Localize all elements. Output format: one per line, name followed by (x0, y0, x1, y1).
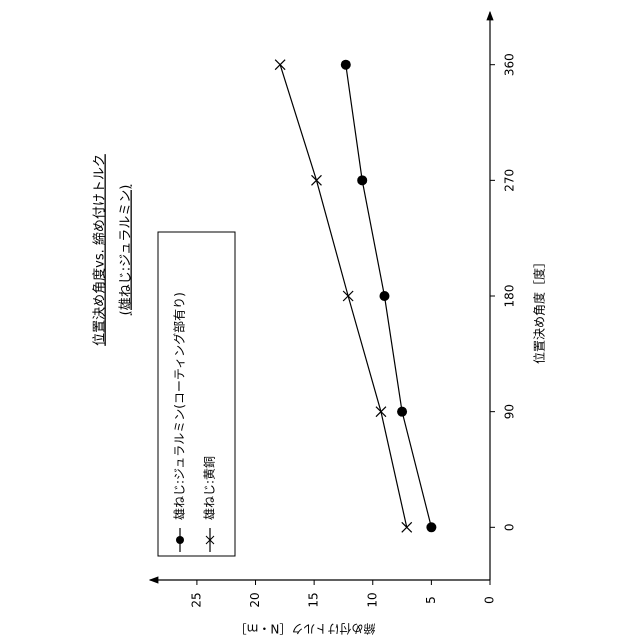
point (341, 60, 351, 70)
point (379, 291, 389, 301)
point (426, 522, 436, 532)
x-axis-label: 位置決め角度［度］ (532, 256, 547, 364)
y-tick-label: 10 (365, 592, 379, 607)
y-tick-label: 0 (483, 596, 497, 604)
x-tick-label: 180 (503, 285, 517, 308)
legend-marker (176, 536, 184, 544)
point (397, 407, 407, 417)
x-tick-label: 360 (503, 53, 517, 76)
chart-title: 位置決め角度vs. 締め付けトルク (92, 154, 108, 346)
x-tick-label: 0 (503, 523, 517, 531)
point (357, 175, 367, 185)
chart: 位置決め角度vs. 締め付けトルク (雄ねじ:ジュラルミン) 位置決め角度［度］… (0, 0, 640, 640)
chart-subtitle: (雄ねじ:ジュラルミン) (119, 185, 134, 316)
legend (158, 232, 235, 556)
legend-label: 雄ねじ:ジュラルミン(コーティング部有り) (172, 292, 187, 520)
point (402, 522, 412, 532)
x-tick-label: 270 (503, 169, 517, 192)
x-tick-label: 90 (503, 404, 517, 419)
y-tick-label: 25 (189, 592, 203, 607)
y-tick-label: 5 (424, 596, 438, 604)
y-tick-label: 20 (248, 592, 262, 607)
point (343, 291, 353, 301)
legend-label: 雄ねじ:黄銅 (202, 456, 217, 520)
y-tick-label: 15 (307, 592, 321, 607)
point (376, 407, 386, 417)
point (311, 175, 321, 185)
y-axis-label: 締め付けトルク［N・m］ (235, 622, 376, 637)
point (275, 60, 285, 70)
